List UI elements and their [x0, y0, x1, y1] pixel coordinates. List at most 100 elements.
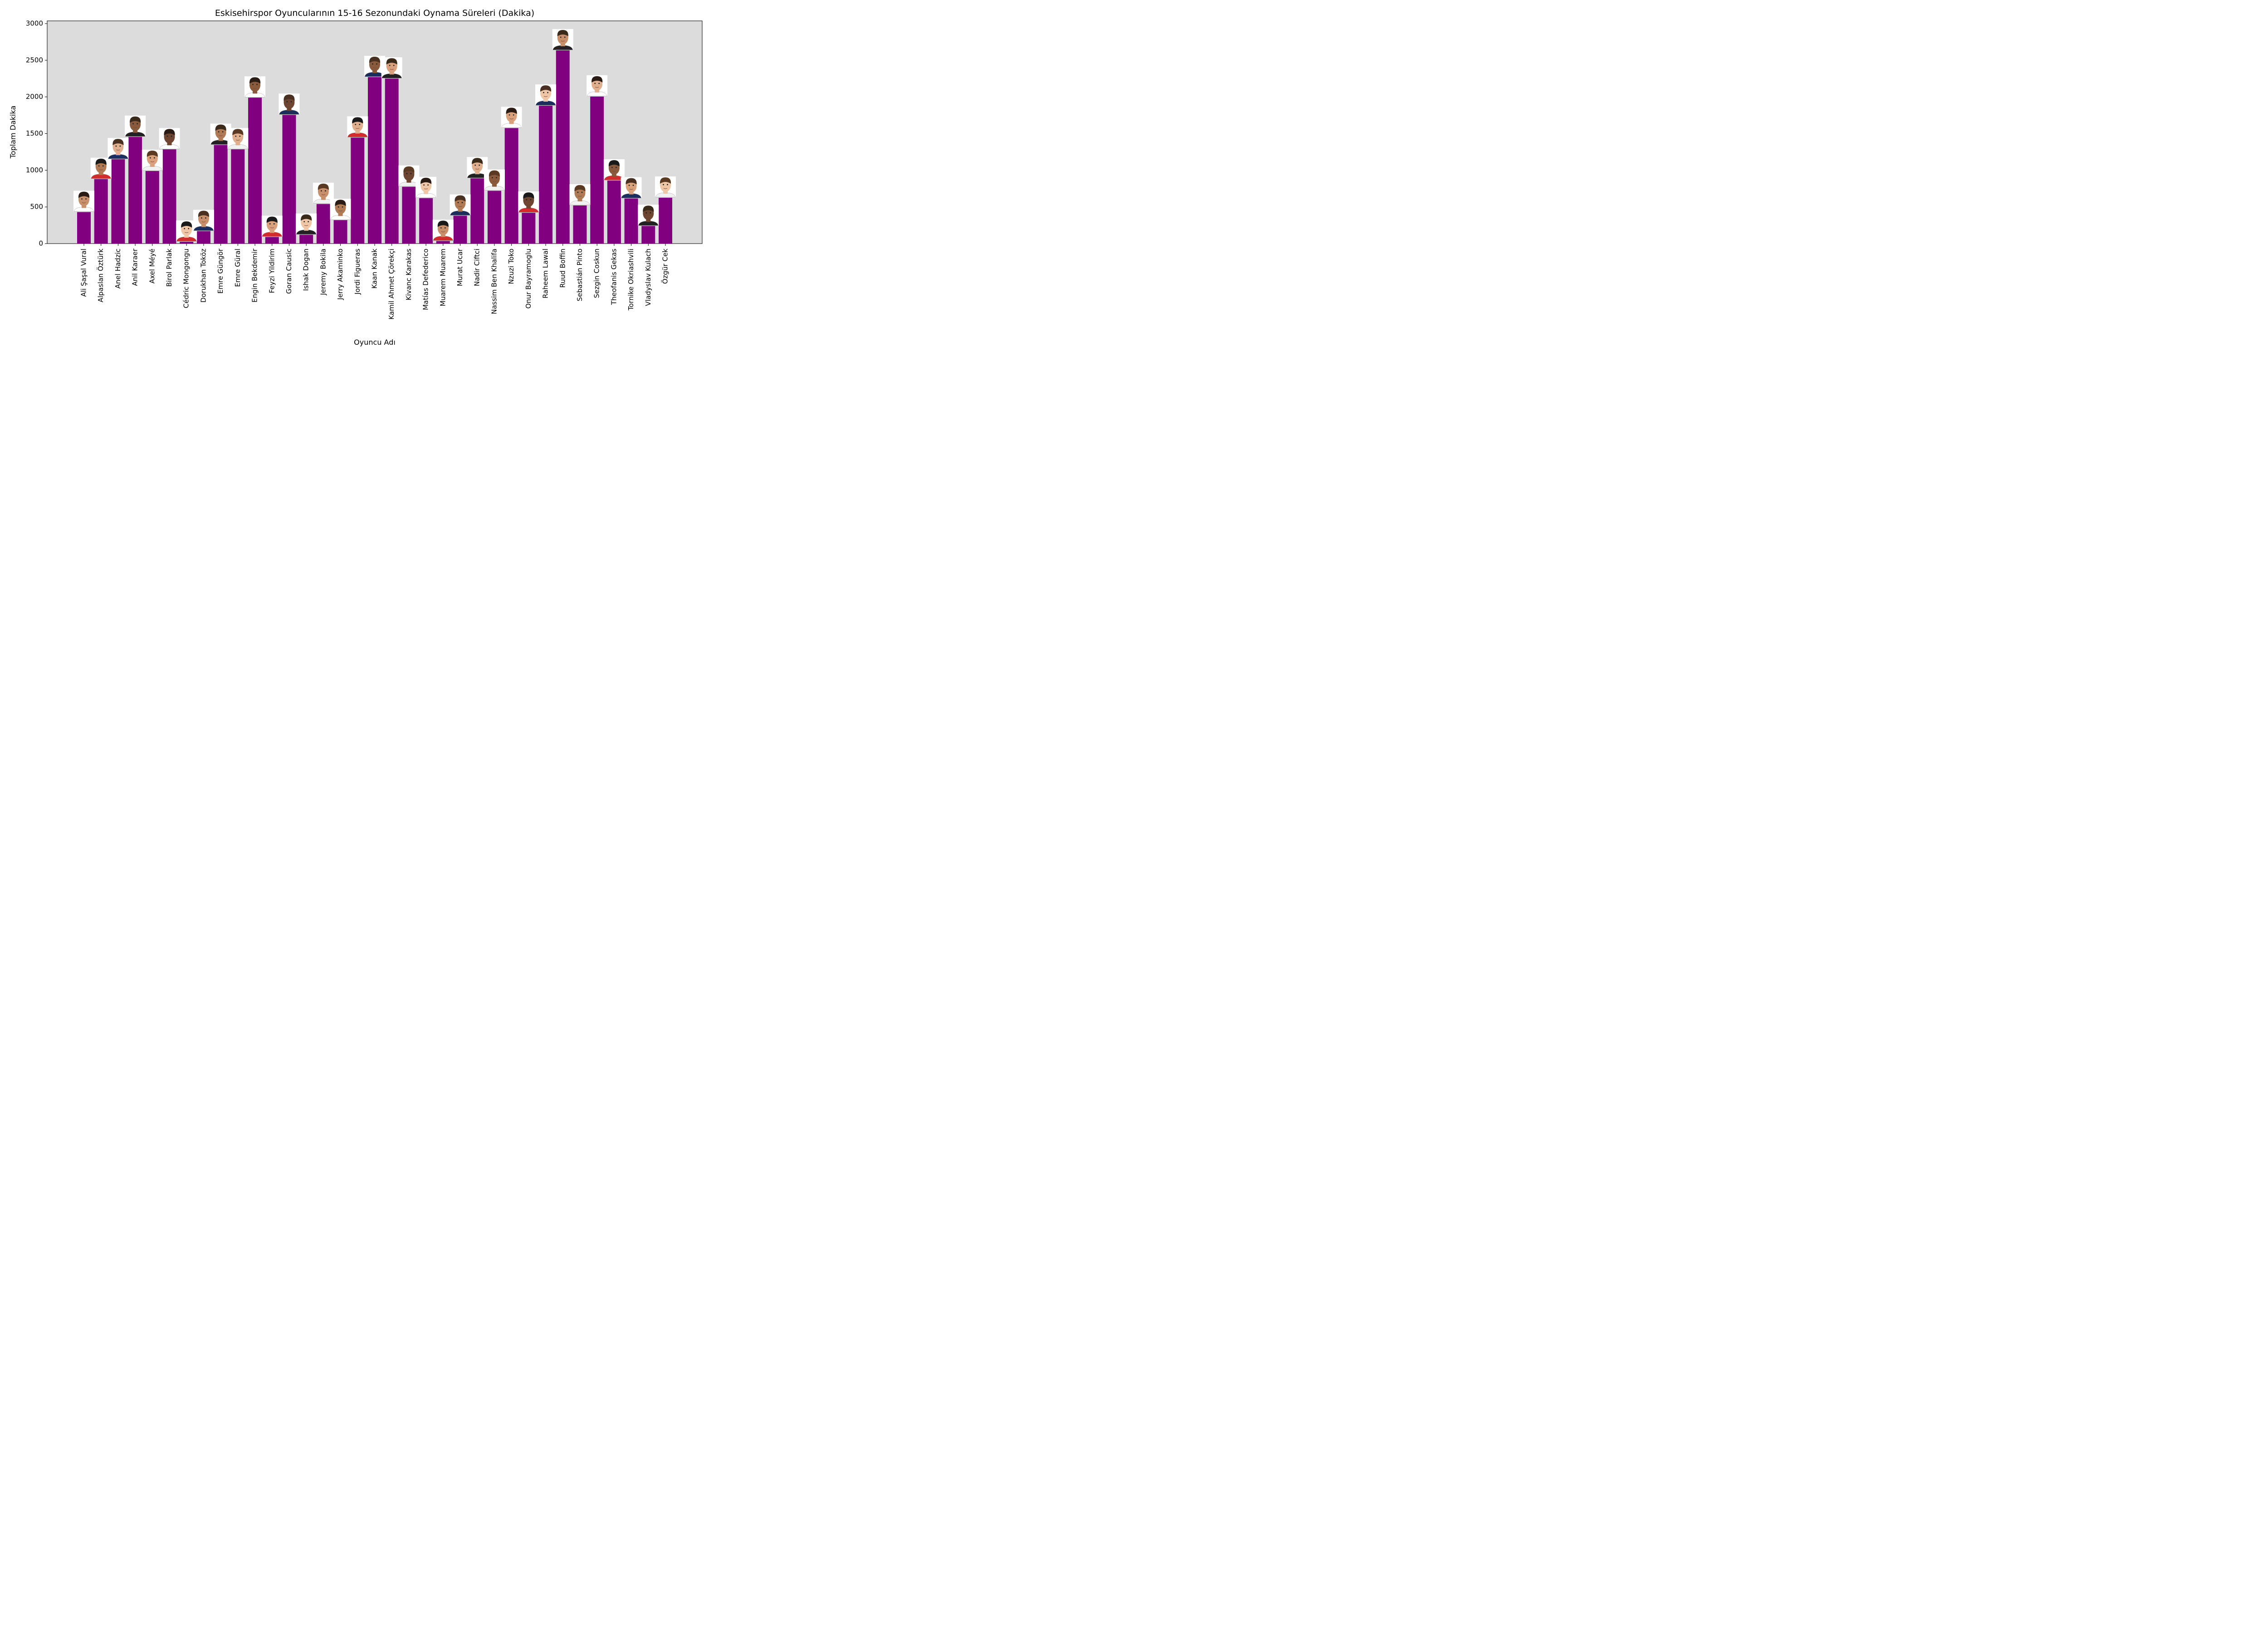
player-photo — [484, 169, 505, 191]
bar — [641, 226, 655, 244]
y-tick-label: 1000 — [26, 166, 43, 174]
x-tick-label: Sebastián Pinto — [576, 249, 584, 301]
player-photo — [347, 116, 368, 137]
player-photo — [159, 128, 180, 149]
player-photos-group — [73, 29, 676, 242]
bar — [556, 50, 570, 244]
player-photo — [296, 213, 317, 235]
x-tick-label: Tornike Okriashvili — [627, 249, 635, 311]
x-tick-label: Axel Méyé — [148, 249, 156, 284]
player-photo — [569, 184, 591, 205]
bar — [453, 215, 467, 244]
player-photo — [621, 177, 642, 198]
bar — [94, 179, 108, 244]
x-tick-label: Murat Ucar — [456, 248, 464, 286]
x-tick-label: Ali Şaşal Vural — [80, 249, 88, 297]
player-photo — [552, 29, 573, 50]
player-photo — [279, 93, 300, 115]
y-tick-label: 2500 — [26, 56, 43, 64]
x-tick-label: Jeremy Bokila — [319, 249, 327, 296]
player-photo — [655, 176, 676, 198]
bar — [470, 178, 484, 244]
bar-chart: Eskisehirspor Oyuncularının 15-16 Sezonu… — [9, 8, 703, 347]
bar — [316, 204, 330, 244]
x-tick-label: Kaan Kanak — [371, 249, 379, 289]
player-photo — [450, 194, 471, 215]
bar — [351, 137, 365, 244]
bar — [282, 115, 296, 244]
x-tick-label: Nassim Ben Khalifa — [490, 249, 498, 314]
x-axis-label: Oyuncu Adı — [354, 338, 396, 347]
player-photo — [142, 149, 163, 171]
x-tick-label: Raheem Lawal — [542, 249, 550, 298]
player-photo — [108, 138, 129, 159]
bar — [111, 159, 125, 244]
player-photo — [73, 191, 94, 212]
bars-group — [77, 50, 672, 244]
y-axis: 0 500 1000 1500 2000 2500 3000 — [26, 20, 47, 248]
bar — [522, 213, 536, 244]
x-tick-label: Muarem Muarem — [439, 249, 447, 306]
bar — [180, 241, 194, 244]
x-tick-label: Birol Parlak — [165, 249, 173, 287]
x-tick-label: Engin Bekdemir — [251, 248, 259, 303]
x-tick-label: Özgür Cek — [661, 249, 670, 284]
bar — [77, 212, 91, 244]
bar — [590, 96, 604, 244]
player-photo — [587, 75, 608, 97]
x-tick-label: Cédric Mongongu — [182, 249, 191, 308]
bar — [419, 198, 433, 244]
x-tick-label: Sezgin Coskun — [593, 249, 601, 298]
y-axis-label: Toplam Dakika — [9, 106, 17, 159]
player-photo — [415, 176, 437, 198]
x-tick-label: Feyzi Yildirim — [268, 249, 276, 293]
bar — [607, 180, 621, 244]
y-tick-label: 2000 — [26, 93, 43, 101]
bar — [231, 149, 245, 244]
player-photo — [501, 107, 522, 128]
player-photo — [125, 115, 146, 137]
x-tick-label: Anil Karaer — [131, 248, 139, 286]
bar — [265, 237, 279, 244]
bar — [659, 197, 672, 244]
x-tick-label: Matías Defederico — [422, 249, 430, 310]
x-tick-label: Nzuzi Toko — [507, 249, 515, 284]
x-tick-label: Jordi Figueras — [353, 249, 362, 295]
player-photo — [381, 57, 402, 78]
y-tick-label: 1500 — [26, 129, 43, 137]
x-tick-label: Emre Güral — [234, 249, 242, 287]
chart-title: Eskisehirspor Oyuncularının 15-16 Sezonu… — [215, 8, 534, 18]
x-tick-label: Jerry Akaminko — [336, 249, 344, 300]
bar — [368, 77, 381, 244]
player-photo — [261, 215, 283, 237]
player-photo — [518, 191, 539, 213]
player-photo — [193, 210, 214, 231]
player-photo — [603, 159, 625, 181]
bar — [248, 98, 262, 244]
x-tick-label: Kamil Ahmet Çörekçi — [387, 249, 396, 320]
y-tick-label: 500 — [30, 203, 43, 211]
x-tick-label: Nadir Ciftci — [473, 249, 481, 286]
x-tick-label: Ruud Boffin — [558, 249, 567, 288]
x-tick-label: Onur Bayramoglu — [524, 249, 533, 308]
player-photo — [227, 128, 249, 149]
bar — [299, 235, 313, 244]
bar — [128, 137, 142, 244]
player-photo — [244, 76, 266, 98]
bar — [402, 186, 416, 244]
player-photo — [638, 205, 659, 226]
x-tick-label: Theofanis Gekas — [610, 249, 618, 305]
bar — [487, 191, 501, 244]
y-tick-label: 0 — [39, 240, 43, 248]
x-tick-label: Alpaslan Öztürk — [96, 249, 105, 303]
bar — [196, 231, 210, 244]
bar — [162, 149, 176, 244]
bar — [504, 128, 518, 244]
bar — [145, 171, 159, 244]
x-tick-label: Ishak Dogan — [302, 249, 310, 291]
player-photo — [90, 157, 112, 179]
bar — [214, 145, 228, 244]
x-tick-label: Kivanc Karakas — [405, 249, 413, 300]
bar — [624, 198, 638, 244]
bar — [385, 78, 399, 244]
